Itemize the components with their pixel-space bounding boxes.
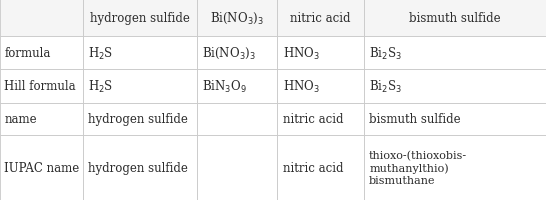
Bar	[83, 0, 197, 37]
Bar	[277, 103, 364, 135]
Bar	[0, 0, 83, 37]
Bar	[83, 70, 197, 103]
Text: hydrogen sulfide: hydrogen sulfide	[88, 113, 188, 125]
Bar	[83, 135, 197, 200]
Text: bismuth sulfide: bismuth sulfide	[409, 12, 501, 25]
Bar	[364, 0, 546, 37]
Bar	[364, 70, 546, 103]
Text: Bi$_2$S$_3$: Bi$_2$S$_3$	[369, 45, 402, 62]
Bar	[83, 103, 197, 135]
Bar	[277, 70, 364, 103]
Text: HNO$_3$: HNO$_3$	[283, 78, 319, 95]
Text: name: name	[4, 113, 37, 125]
Text: H$_2$S: H$_2$S	[88, 45, 114, 62]
Bar	[197, 135, 277, 200]
Bar	[0, 103, 83, 135]
Text: BiN$_3$O$_9$: BiN$_3$O$_9$	[202, 78, 247, 95]
Bar	[364, 37, 546, 70]
Bar	[197, 70, 277, 103]
Bar	[197, 0, 277, 37]
Text: hydrogen sulfide: hydrogen sulfide	[88, 161, 188, 174]
Bar	[277, 0, 364, 37]
Bar	[0, 37, 83, 70]
Text: bismuth sulfide: bismuth sulfide	[369, 113, 461, 125]
Text: H$_2$S: H$_2$S	[88, 78, 114, 95]
Text: Bi$_2$S$_3$: Bi$_2$S$_3$	[369, 78, 402, 95]
Bar	[197, 103, 277, 135]
Text: thioxo-(thioxobis-
muthanylthio)
bismuthane: thioxo-(thioxobis- muthanylthio) bismuth…	[369, 150, 467, 185]
Bar	[0, 70, 83, 103]
Text: hydrogen sulfide: hydrogen sulfide	[90, 12, 189, 25]
Text: nitric acid: nitric acid	[283, 161, 343, 174]
Text: IUPAC name: IUPAC name	[4, 161, 80, 174]
Text: Hill formula: Hill formula	[4, 80, 76, 93]
Bar	[83, 37, 197, 70]
Bar	[364, 135, 546, 200]
Text: Bi(NO$_3$)$_3$: Bi(NO$_3$)$_3$	[202, 46, 256, 61]
Bar	[277, 135, 364, 200]
Text: nitric acid: nitric acid	[290, 12, 351, 25]
Bar	[197, 37, 277, 70]
Bar	[364, 103, 546, 135]
Bar	[0, 135, 83, 200]
Text: HNO$_3$: HNO$_3$	[283, 45, 319, 62]
Text: Bi(NO$_3$)$_3$: Bi(NO$_3$)$_3$	[210, 11, 264, 26]
Text: formula: formula	[4, 47, 51, 60]
Bar	[277, 37, 364, 70]
Text: nitric acid: nitric acid	[283, 113, 343, 125]
